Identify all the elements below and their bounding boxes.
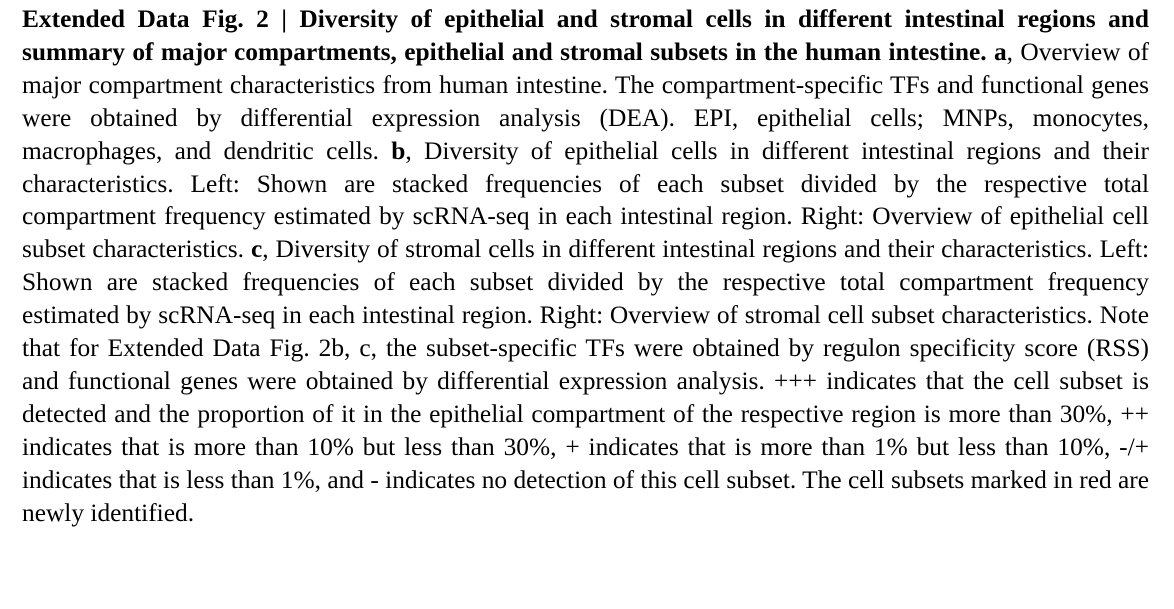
panel-a-text: , Overview of major compartment characte… [22,37,1149,165]
figure-caption: Extended Data Fig. 2 | Diversity of epit… [22,3,1149,530]
panel-c-text: , Diversity of stromal cells in differen… [22,235,1149,527]
panel-b-text: , Diversity of epithelial cells in diffe… [22,136,1149,264]
panel-a-letter: a [993,37,1007,66]
panel-b-letter: b [391,136,406,165]
caption-title: Extended Data Fig. 2 | Diversity of epit… [22,5,1149,66]
panel-c-letter: c [250,235,263,264]
